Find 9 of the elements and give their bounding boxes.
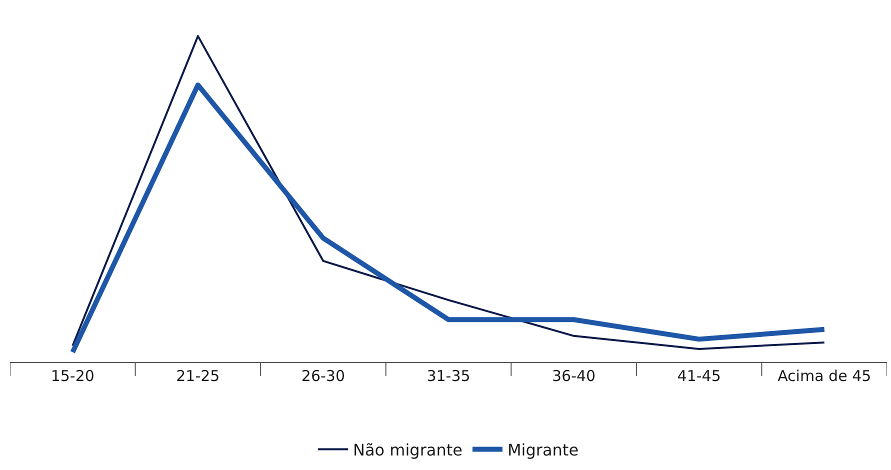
x-tick-label: 15-20: [50, 367, 94, 385]
x-tick-label: Acima de 45: [778, 367, 872, 385]
x-tick-label: 21-25: [176, 367, 220, 385]
x-tick-label: 31-35: [426, 367, 470, 385]
x-tick-label: 26-30: [301, 367, 346, 385]
x-tick-label: 41-45: [677, 367, 721, 385]
legend-label: Migrante: [507, 440, 579, 460]
legend-label: Não migrante: [353, 440, 462, 460]
x-tick-label: 36-40: [552, 367, 596, 385]
